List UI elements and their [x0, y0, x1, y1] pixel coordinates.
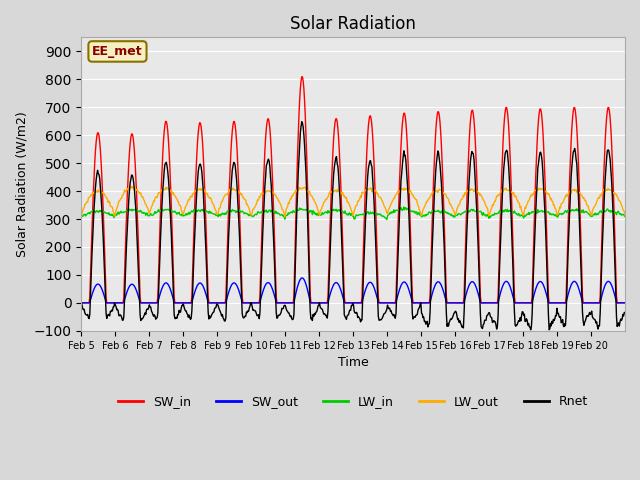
LW_out — [269, 190, 276, 196]
LW_out — [411, 194, 419, 200]
LW_in — [441, 209, 449, 215]
Rnet — [298, 119, 305, 124]
SW_in — [298, 74, 305, 80]
Line: SW_out: SW_out — [81, 278, 625, 303]
LW_in — [241, 210, 249, 216]
SW_in — [621, 300, 629, 305]
LW_out — [281, 214, 289, 220]
SW_in — [142, 300, 150, 306]
SW_out — [298, 275, 305, 281]
LW_out — [77, 214, 85, 220]
Rnet — [527, 327, 534, 333]
SW_in — [411, 300, 419, 306]
LW_in — [621, 214, 629, 219]
LW_out — [290, 191, 298, 196]
SW_in — [269, 180, 276, 186]
SW_out — [441, 294, 449, 300]
SW_in — [78, 300, 86, 306]
LW_out — [242, 197, 250, 203]
LW_in — [400, 204, 408, 210]
LW_out — [621, 212, 629, 217]
LW_out — [441, 191, 449, 197]
SW_in — [242, 300, 250, 306]
Line: SW_in: SW_in — [81, 77, 625, 303]
LW_in — [289, 210, 296, 216]
LW_in — [383, 216, 390, 222]
LW_out — [127, 183, 135, 189]
SW_out — [411, 300, 419, 306]
Rnet — [621, 310, 629, 315]
Y-axis label: Solar Radiation (W/m2): Solar Radiation (W/m2) — [15, 111, 28, 257]
Line: LW_out: LW_out — [81, 186, 625, 217]
Rnet — [410, 314, 417, 320]
SW_in — [441, 243, 449, 249]
Rnet — [268, 199, 276, 204]
LW_in — [141, 211, 149, 216]
LW_in — [77, 212, 85, 218]
Text: EE_met: EE_met — [92, 45, 143, 58]
SW_in — [289, 300, 297, 306]
Rnet — [440, 244, 448, 250]
Rnet — [77, 299, 85, 304]
SW_out — [289, 300, 297, 306]
LW_in — [411, 208, 419, 214]
SW_out — [142, 300, 150, 306]
SW_out — [78, 300, 86, 306]
Legend: SW_in, SW_out, LW_in, LW_out, Rnet: SW_in, SW_out, LW_in, LW_out, Rnet — [113, 390, 593, 413]
Line: Rnet: Rnet — [81, 121, 625, 330]
SW_in — [77, 300, 85, 306]
LW_in — [268, 209, 276, 215]
SW_out — [621, 300, 629, 306]
Title: Solar Radiation: Solar Radiation — [290, 15, 416, 33]
X-axis label: Time: Time — [338, 356, 369, 369]
Rnet — [241, 313, 249, 319]
SW_out — [77, 300, 85, 306]
SW_out — [269, 287, 276, 293]
Rnet — [141, 310, 149, 316]
Rnet — [289, 317, 296, 323]
SW_out — [242, 300, 250, 306]
Line: LW_in: LW_in — [81, 207, 625, 219]
LW_out — [142, 201, 150, 207]
